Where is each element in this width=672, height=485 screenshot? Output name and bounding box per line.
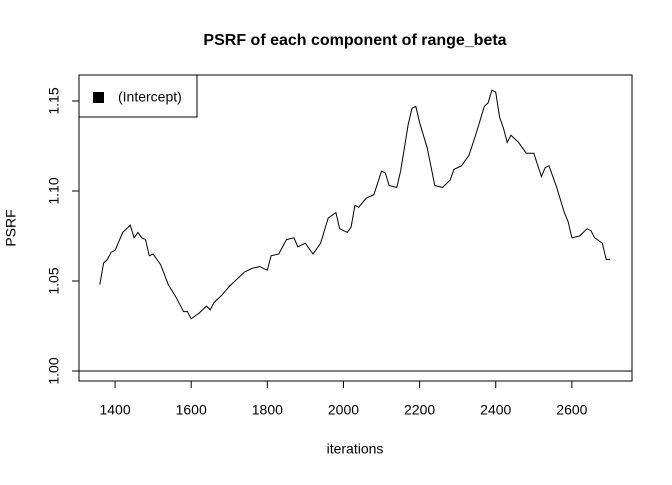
y-tick-label: 1.10 — [46, 177, 62, 204]
y-axis-label: PSRF — [3, 209, 19, 246]
x-tick-label: 2600 — [556, 402, 587, 418]
x-tick-label: 1800 — [252, 402, 283, 418]
x-tick-label: 1600 — [176, 402, 207, 418]
legend-label: (Intercept) — [118, 89, 182, 105]
chart-title: PSRF of each component of range_beta — [203, 32, 506, 49]
legend-swatch — [93, 92, 104, 103]
x-tick-label: 2200 — [404, 402, 435, 418]
x-tick-label: 1400 — [99, 402, 130, 418]
x-axis-label: iterations — [327, 441, 384, 457]
data-line — [99, 89, 610, 320]
x-tick-label: 2000 — [328, 402, 359, 418]
y-tick-label: 1.00 — [46, 357, 62, 384]
x-tick-label: 2400 — [480, 402, 511, 418]
y-tick-label: 1.15 — [46, 87, 62, 114]
plot-box — [78, 74, 633, 382]
y-tick-label: 1.05 — [46, 267, 62, 294]
